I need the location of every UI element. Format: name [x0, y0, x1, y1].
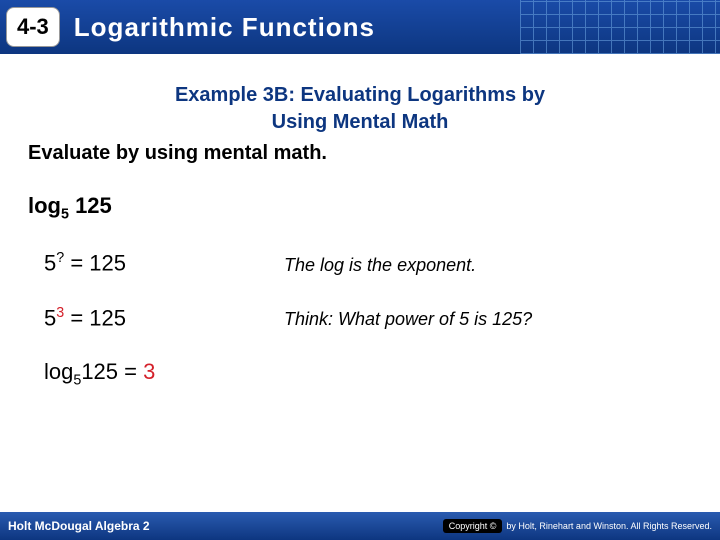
step-1-expression: 5? = 125	[44, 250, 284, 276]
step2-exponent: 3	[56, 305, 64, 321]
copyright-label: Copyright ©	[449, 521, 497, 531]
instruction-text: Evaluate by using mental math.	[28, 142, 692, 165]
log-text: log	[28, 193, 61, 218]
header-grid-pattern	[520, 0, 720, 54]
step2-base: 5	[44, 305, 56, 330]
example-title-line2: Using Mental Math	[272, 111, 449, 133]
section-number-badge: 4-3	[6, 7, 60, 47]
step-2-note: Think: What power of 5 is 125?	[284, 309, 532, 330]
step1-exponent: ?	[56, 250, 64, 266]
example-title-line1: Example 3B: Evaluating Logarithms by	[175, 84, 545, 106]
copyright-rights: by Holt, Rinehart and Winston. All Right…	[506, 521, 712, 531]
step-1-note: The log is the exponent.	[284, 255, 476, 276]
footer-book-title: Holt McDougal Algebra 2	[8, 519, 150, 533]
header-bar: 4-3 Logarithmic Functions	[0, 0, 720, 54]
log-base: 5	[61, 206, 69, 222]
step-2-expression: 53 = 125	[44, 305, 284, 331]
slide-content: Example 3B: Evaluating Logarithms by Usi…	[0, 54, 720, 398]
copyright-badge: Copyright ©	[443, 519, 503, 533]
answer-expression: log5125 = 3	[28, 359, 692, 388]
step-2-row: 53 = 125 Think: What power of 5 is 125?	[28, 305, 692, 331]
footer-bar: Holt McDougal Algebra 2 Copyright © by H…	[0, 512, 720, 540]
step-1-row: 5? = 125 The log is the exponent.	[28, 250, 692, 276]
problem-expression: log5 125	[28, 193, 692, 222]
header-title: Logarithmic Functions	[74, 12, 375, 43]
answer-arg: 125 =	[81, 359, 143, 384]
log-arg: 125	[69, 193, 112, 218]
answer-value: 3	[143, 359, 155, 384]
step1-eq: = 125	[64, 251, 126, 276]
example-title: Example 3B: Evaluating Logarithms by Usi…	[28, 82, 692, 136]
step1-base: 5	[44, 251, 56, 276]
step2-eq: = 125	[64, 305, 126, 330]
footer-copyright: Copyright © by Holt, Rinehart and Winsto…	[443, 519, 712, 533]
answer-log: log	[44, 359, 73, 384]
